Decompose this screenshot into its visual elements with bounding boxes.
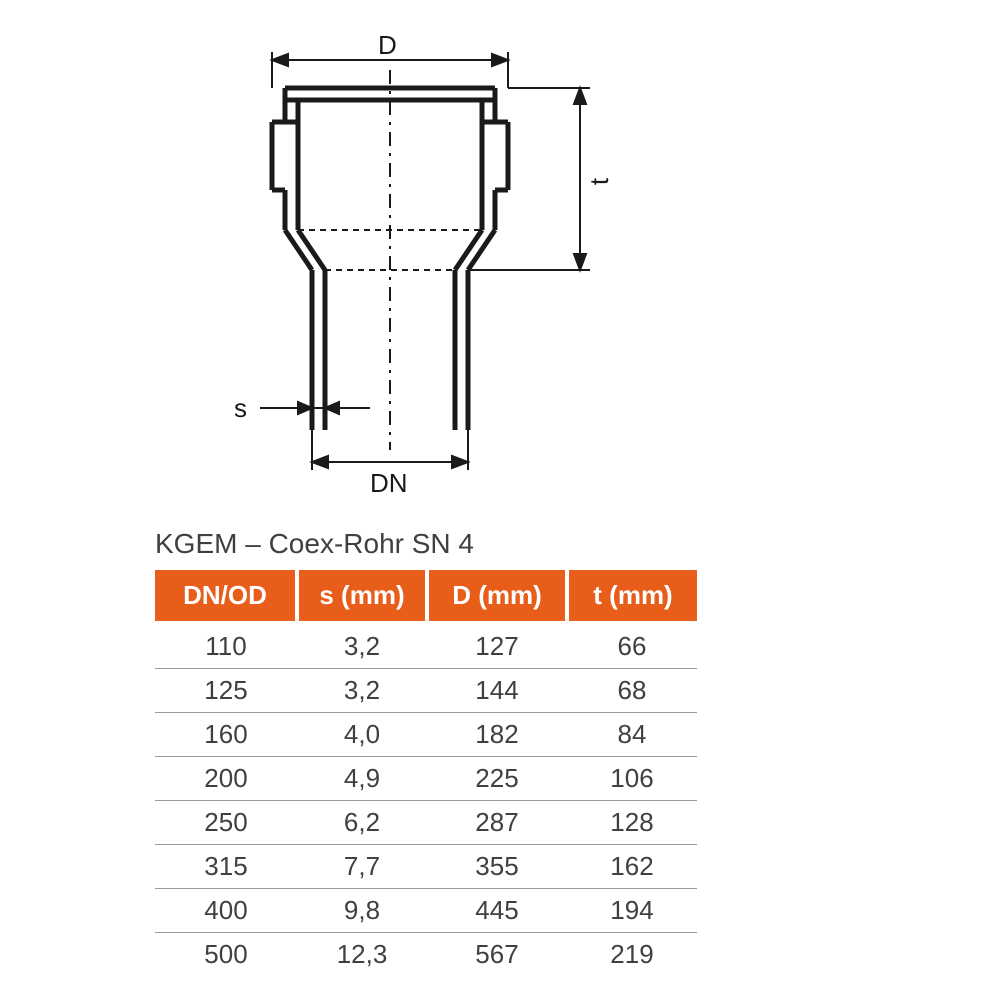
table-row: 50012,3567219 — [155, 933, 697, 977]
table-cell: 4,0 — [297, 713, 427, 757]
table-cell: 287 — [427, 801, 567, 845]
table-cell: 400 — [155, 889, 297, 933]
table-cell: 567 — [427, 933, 567, 977]
table-cell: 125 — [155, 669, 297, 713]
table-cell: 84 — [567, 713, 697, 757]
table-cell: 182 — [427, 713, 567, 757]
table-cell: 225 — [427, 757, 567, 801]
table-cell: 4,9 — [297, 757, 427, 801]
dim-label-dn: DN — [370, 468, 408, 499]
table-row: 3157,7355162 — [155, 845, 697, 889]
table-cell: 12,3 — [297, 933, 427, 977]
table-cell: 250 — [155, 801, 297, 845]
dim-label-d: D — [378, 30, 397, 61]
table-cell: 144 — [427, 669, 567, 713]
table-cell: 9,8 — [297, 889, 427, 933]
table-row: 2004,9225106 — [155, 757, 697, 801]
table-cell: 110 — [155, 623, 297, 669]
col-header: D (mm) — [427, 570, 567, 623]
dim-label-t: t — [584, 178, 615, 185]
col-header: DN/OD — [155, 570, 297, 623]
table-header-row: DN/OD s (mm) D (mm) t (mm) — [155, 570, 697, 623]
table-row: 1253,214468 — [155, 669, 697, 713]
table-cell: 315 — [155, 845, 297, 889]
table-cell: 3,2 — [297, 623, 427, 669]
table-row: 1604,018284 — [155, 713, 697, 757]
table-cell: 219 — [567, 933, 697, 977]
pipe-diagram — [160, 30, 720, 510]
table-cell: 6,2 — [297, 801, 427, 845]
table-cell: 194 — [567, 889, 697, 933]
spec-table: DN/OD s (mm) D (mm) t (mm) 1103,21276612… — [155, 570, 697, 976]
table-cell: 106 — [567, 757, 697, 801]
table-row: 2506,2287128 — [155, 801, 697, 845]
col-header: s (mm) — [297, 570, 427, 623]
table-cell: 500 — [155, 933, 297, 977]
table-cell: 7,7 — [297, 845, 427, 889]
table-cell: 355 — [427, 845, 567, 889]
table-cell: 445 — [427, 889, 567, 933]
col-header: t (mm) — [567, 570, 697, 623]
table-cell: 66 — [567, 623, 697, 669]
dim-label-s: s — [234, 393, 247, 424]
table-cell: 3,2 — [297, 669, 427, 713]
table-row: 4009,8445194 — [155, 889, 697, 933]
table-cell: 200 — [155, 757, 297, 801]
table-cell: 128 — [567, 801, 697, 845]
table-row: 1103,212766 — [155, 623, 697, 669]
table-cell: 68 — [567, 669, 697, 713]
table-cell: 127 — [427, 623, 567, 669]
table-title: KGEM – Coex-Rohr SN 4 — [155, 528, 474, 560]
table-cell: 162 — [567, 845, 697, 889]
table-cell: 160 — [155, 713, 297, 757]
